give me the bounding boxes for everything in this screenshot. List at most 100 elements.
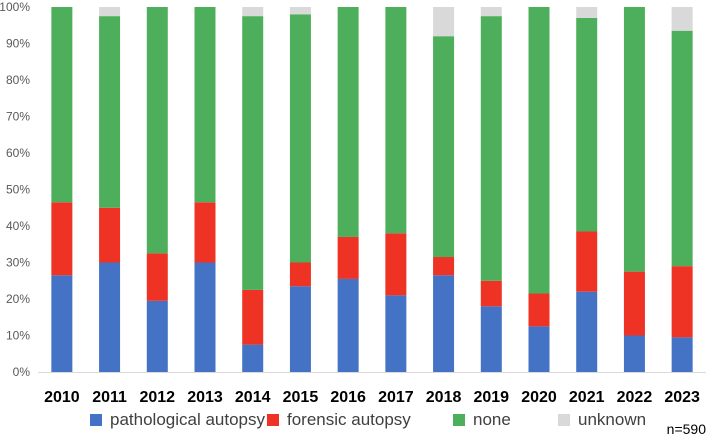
bar-segment-none bbox=[576, 17, 598, 232]
bar-stack-2021 bbox=[576, 7, 598, 372]
bar-segment-forensic-autopsy bbox=[623, 271, 645, 336]
bar-segment-forensic-autopsy bbox=[194, 202, 216, 263]
x-tick-label: 2019 bbox=[473, 389, 509, 406]
bar-segment-pathological-autopsy bbox=[671, 337, 693, 372]
x-tick-label: 2023 bbox=[664, 389, 700, 406]
bar-stack-2011 bbox=[99, 7, 121, 372]
legend-swatch bbox=[267, 414, 279, 426]
bar-segment-unknown bbox=[433, 7, 455, 37]
bar-segment-pathological-autopsy bbox=[51, 275, 73, 372]
bar-stack-2013 bbox=[194, 7, 216, 372]
bar-segment-forensic-autopsy bbox=[242, 289, 264, 345]
x-tick-label: 2013 bbox=[187, 389, 223, 406]
x-tick-label: 2014 bbox=[235, 389, 271, 406]
bar-segment-none bbox=[51, 7, 73, 203]
y-tick-label: 70% bbox=[6, 110, 30, 124]
legend-label: unknown bbox=[578, 410, 646, 429]
y-tick-label: 10% bbox=[6, 329, 30, 343]
bar-segment-none bbox=[623, 7, 645, 272]
bar-stack-2019 bbox=[480, 7, 502, 372]
bar-segment-forensic-autopsy bbox=[433, 257, 455, 276]
bar-segment-forensic-autopsy bbox=[146, 253, 168, 301]
x-tick-label: 2017 bbox=[378, 389, 414, 406]
legend-item: unknown bbox=[558, 410, 646, 429]
bar-segment-unknown bbox=[480, 7, 502, 17]
bar-segment-forensic-autopsy bbox=[99, 207, 121, 263]
bar-segment-pathological-autopsy bbox=[99, 262, 121, 372]
x-tick-label: 2018 bbox=[426, 389, 462, 406]
x-tick-label: 2022 bbox=[617, 389, 653, 406]
legend-label: forensic autopsy bbox=[287, 410, 411, 429]
bar-segment-forensic-autopsy bbox=[671, 266, 693, 338]
bar-segment-forensic-autopsy bbox=[528, 293, 550, 327]
legend-label: pathological autopsy bbox=[110, 410, 266, 429]
bar-stack-2017 bbox=[385, 7, 407, 372]
bar-segment-none bbox=[242, 16, 264, 290]
bar-segment-unknown bbox=[289, 7, 311, 15]
bar-segment-unknown bbox=[99, 7, 121, 17]
bar-segment-pathological-autopsy bbox=[289, 286, 311, 372]
bar-stack-2023 bbox=[671, 7, 693, 372]
bar-stack-2016 bbox=[337, 7, 359, 372]
y-tick-label: 30% bbox=[6, 256, 30, 270]
bar-segment-forensic-autopsy bbox=[51, 202, 73, 276]
bar-segment-none bbox=[99, 16, 121, 208]
y-tick-label: 90% bbox=[6, 37, 30, 51]
sample-size-annotation: n=590 bbox=[667, 421, 707, 437]
bar-stack-2020 bbox=[528, 7, 550, 373]
bar-segment-forensic-autopsy bbox=[385, 233, 407, 296]
bar-segment-none bbox=[480, 16, 502, 281]
y-tick-label: 100% bbox=[0, 0, 30, 14]
bar-segment-unknown bbox=[242, 7, 264, 17]
bar-segment-none bbox=[289, 14, 311, 263]
y-tick-label: 60% bbox=[6, 146, 30, 160]
legend-swatch bbox=[90, 414, 102, 426]
bar-segment-pathological-autopsy bbox=[528, 326, 550, 373]
bar-segment-unknown bbox=[576, 7, 598, 18]
bar-stack-2022 bbox=[623, 7, 645, 372]
bar-segment-pathological-autopsy bbox=[194, 262, 216, 372]
y-axis: 0% 10% 20% 30% 40% 50% 60% 70% 80% 90% 100% bbox=[0, 0, 30, 379]
x-axis: 2010 2011 2012 2013 2014 2015 2016 2017 2018 2019… bbox=[44, 389, 700, 406]
legend-label: none bbox=[473, 410, 511, 429]
bar-stack-2015 bbox=[289, 7, 311, 372]
x-tick-label: 2015 bbox=[283, 389, 319, 406]
bar-segment-none bbox=[146, 7, 168, 254]
x-tick-label: 2016 bbox=[330, 389, 366, 406]
bar-segment-pathological-autopsy bbox=[146, 300, 168, 372]
x-tick-label: 2020 bbox=[521, 389, 557, 406]
legend-swatch bbox=[558, 414, 570, 426]
y-tick-label: 40% bbox=[6, 219, 30, 233]
bars bbox=[51, 7, 693, 373]
bar-segment-none bbox=[671, 30, 693, 267]
bar-segment-pathological-autopsy bbox=[480, 306, 502, 372]
x-tick-label: 2011 bbox=[92, 389, 127, 406]
legend-swatch bbox=[453, 414, 465, 426]
bar-stack-2018 bbox=[433, 7, 455, 372]
y-tick-label: 80% bbox=[6, 73, 30, 87]
bar-segment-none bbox=[385, 7, 407, 234]
legend: pathological autopsy forensic autopsy none… bbox=[90, 410, 646, 429]
bar-stack-2010 bbox=[51, 7, 73, 372]
bar-segment-none bbox=[194, 7, 216, 203]
bar-segment-forensic-autopsy bbox=[576, 231, 598, 292]
bar-segment-none bbox=[528, 7, 550, 294]
legend-item: none bbox=[453, 410, 511, 429]
legend-item: pathological autopsy bbox=[90, 410, 266, 429]
y-tick-label: 0% bbox=[13, 365, 31, 379]
bar-segment-forensic-autopsy bbox=[480, 280, 502, 307]
bar-segment-none bbox=[337, 7, 359, 237]
legend-item: forensic autopsy bbox=[267, 410, 411, 429]
bar-segment-none bbox=[433, 36, 455, 258]
x-tick-label: 2012 bbox=[139, 389, 175, 406]
bar-stack-2012 bbox=[146, 7, 168, 372]
bar-segment-unknown bbox=[671, 7, 693, 31]
bar-stack-2014 bbox=[242, 7, 264, 373]
y-tick-label: 50% bbox=[6, 183, 30, 197]
bar-segment-pathological-autopsy bbox=[576, 291, 598, 372]
bar-segment-forensic-autopsy bbox=[337, 236, 359, 279]
x-tick-label: 2010 bbox=[44, 389, 80, 406]
bar-segment-pathological-autopsy bbox=[433, 275, 455, 372]
bar-segment-pathological-autopsy bbox=[337, 278, 359, 372]
